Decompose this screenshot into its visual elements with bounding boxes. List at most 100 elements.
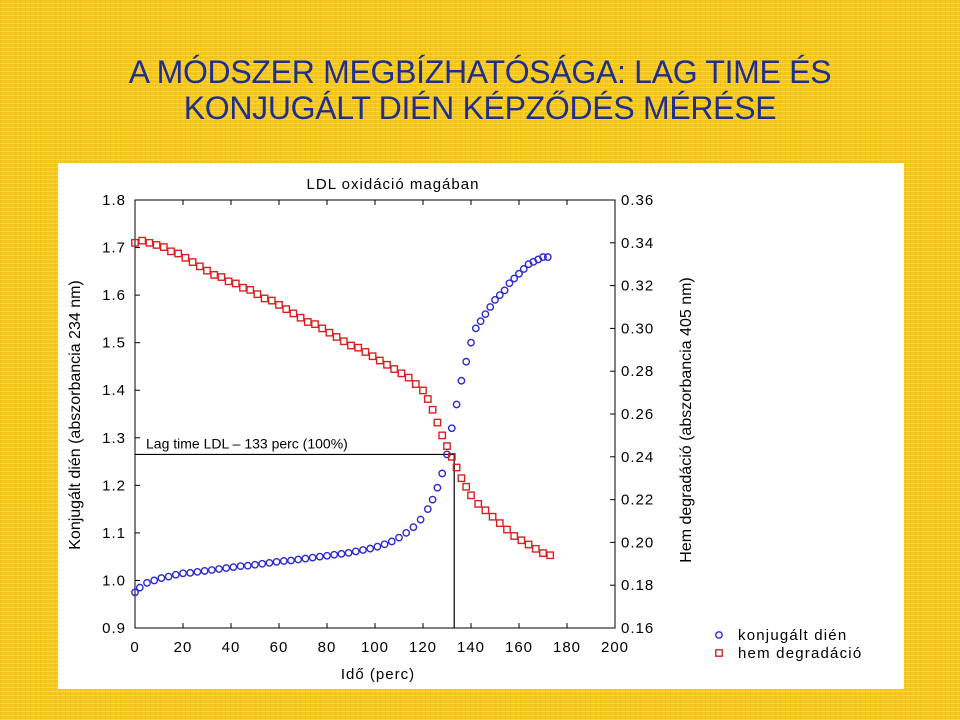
dien-point [462, 357, 471, 366]
y-left-tick-label: 1.8 [102, 192, 126, 209]
hem-point [443, 442, 451, 450]
hem-point [462, 482, 471, 491]
y-axis-label-left: Konjugált dién (abszorbancia 234 nm) [67, 280, 84, 550]
dien-point [164, 572, 173, 581]
hem-point [203, 266, 211, 275]
dien-point [337, 549, 346, 558]
hem-point [397, 369, 406, 378]
dien-point [157, 574, 166, 582]
dien-point [135, 583, 144, 592]
hem-point [375, 356, 384, 365]
dien-point [491, 295, 499, 304]
dien-point [171, 570, 180, 579]
dien-point [380, 540, 389, 549]
y-axis-label-right: Hem degradáció (abszorbancia 405 nm) [678, 277, 695, 562]
hem-point [188, 258, 197, 266]
dien-point [308, 553, 317, 562]
dien-point [265, 558, 274, 567]
hem-point [419, 386, 427, 395]
dien-point [505, 279, 514, 288]
y-right-tick-label: 0.36 [621, 192, 654, 209]
hem-point [246, 285, 255, 294]
hem-point [267, 296, 276, 305]
dien-point [287, 556, 295, 565]
y-right-tick-label: 0.30 [621, 320, 654, 337]
dien-point [236, 562, 245, 571]
x-tick-label: 100 [361, 639, 389, 656]
hem-point [347, 341, 355, 350]
y-left-tick-label: 1.7 [102, 240, 126, 257]
y-right-tick-label: 0.26 [621, 406, 654, 423]
dien-point [481, 310, 490, 319]
y-right-tick-label: 0.24 [621, 449, 654, 466]
hem-point [447, 452, 456, 461]
hem-point [181, 253, 190, 262]
hem-point [210, 271, 219, 279]
dien-point [330, 550, 339, 559]
hem-point [524, 540, 533, 549]
hem-point [145, 238, 154, 247]
hem-point [404, 373, 413, 382]
hem-point [152, 241, 161, 249]
dien-point [179, 569, 187, 578]
hem-point [332, 333, 341, 341]
x-axis-label: Idő (perc) [341, 666, 415, 683]
dien-point [243, 561, 252, 570]
hem-point [474, 499, 483, 508]
hem-point [383, 360, 391, 369]
x-tick-label: 60 [270, 639, 289, 656]
dien-point [186, 568, 195, 577]
hem-point [289, 309, 298, 318]
dien-point [229, 563, 238, 572]
hem-point [481, 506, 490, 515]
hem-point [167, 247, 175, 256]
y-right-tick-label: 0.16 [621, 620, 654, 637]
hem-point [361, 348, 370, 356]
hem-point [531, 544, 540, 553]
dien-point [301, 554, 310, 563]
dien-point [387, 537, 396, 546]
hem-point [260, 294, 269, 303]
dien-point [539, 253, 547, 261]
hem-point [411, 380, 420, 388]
legend-marker-hem [715, 649, 723, 657]
dien-point [428, 495, 437, 504]
hem-point [457, 474, 466, 483]
hem-point [467, 491, 475, 500]
y-right-tick-label: 0.20 [621, 534, 654, 551]
dien-point [438, 469, 447, 478]
dien-point [150, 576, 159, 585]
hem-point [339, 337, 348, 346]
legend-label: konjugált dién [738, 627, 847, 644]
y-right-tick-label: 0.22 [621, 492, 654, 509]
lag-time-annotation: Lag time LDL – 133 perc (100%) [135, 435, 455, 628]
dien-point [402, 528, 411, 537]
hem-point [224, 277, 233, 286]
x-tick-label: 40 [222, 639, 241, 656]
hem-point [231, 279, 240, 288]
x-tick-label: 0 [130, 639, 139, 656]
dien-point [373, 542, 382, 551]
dien-point [500, 286, 509, 295]
hem-point [318, 324, 327, 333]
y-left-tick-label: 0.9 [102, 620, 126, 637]
y-left-tick-label: 1.3 [102, 430, 126, 447]
legend-marker-dien [715, 631, 723, 639]
x-tick-label: 180 [553, 639, 581, 656]
x-tick-label: 140 [457, 639, 485, 656]
dien-point [344, 548, 353, 557]
dien-point [543, 253, 552, 261]
hem-point [282, 305, 291, 314]
dien-point [251, 560, 259, 569]
hem-point [303, 318, 312, 326]
dien-point [467, 338, 475, 347]
dien-point [395, 533, 403, 542]
dien-point [433, 483, 442, 492]
dien-point [207, 566, 216, 574]
dien-point [416, 515, 425, 524]
plot-frame [134, 199, 616, 629]
dien-point [200, 567, 209, 575]
dien-point [447, 424, 456, 433]
